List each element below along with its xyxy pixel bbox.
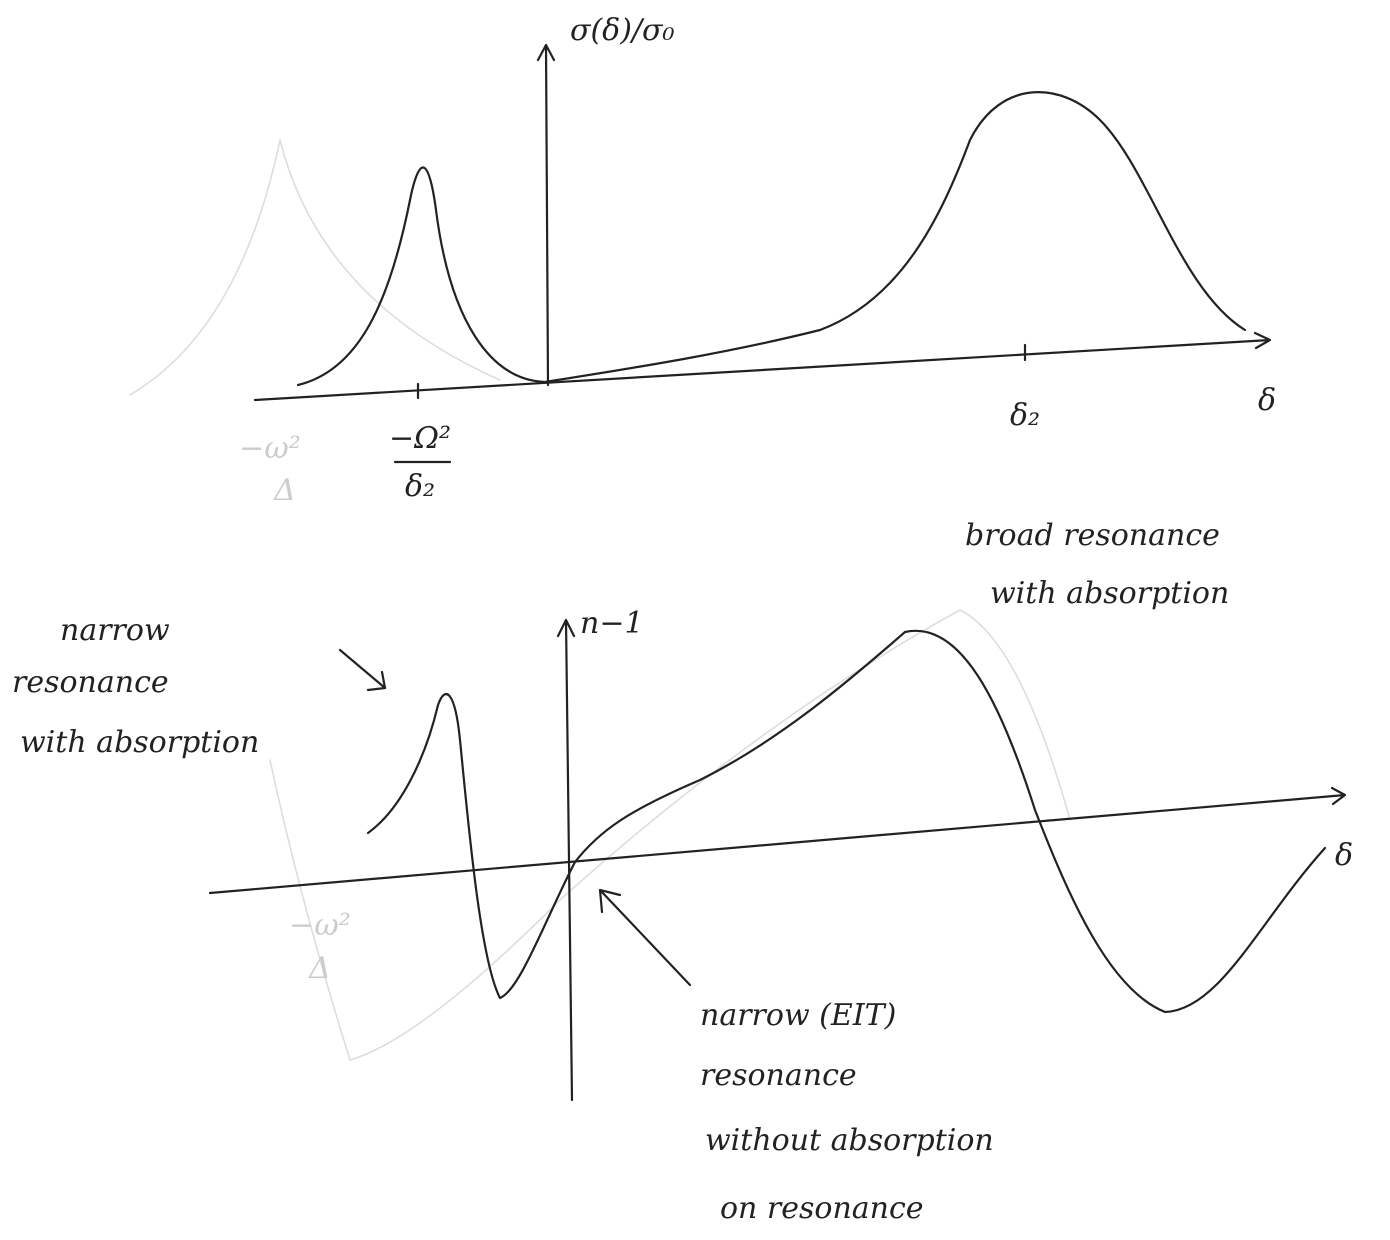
annotation-line: resonance — [12, 665, 169, 700]
annotation-line: with absorption — [990, 576, 1229, 611]
tick-numerator: −Ω² — [389, 421, 451, 456]
ghost-curve — [270, 610, 1070, 1060]
tick-label: δ₂ — [1010, 398, 1040, 433]
y-axis-label: σ(δ)/σ₀ — [570, 13, 675, 48]
faint-tick-denominator: Δ — [273, 473, 296, 508]
page: σ(δ)/σ₀ δ −Ω² δ₂ δ₂ −ω² Δ n−1 δ −ω² Δ br… — [0, 0, 1390, 1240]
y-axis-label: n−1 — [580, 606, 644, 641]
annotation-line: narrow (EIT) — [700, 998, 896, 1033]
arrow — [600, 890, 690, 985]
arrow — [340, 650, 385, 690]
sketch: σ(δ)/σ₀ δ −Ω² δ₂ δ₂ −ω² Δ n−1 δ −ω² Δ br… — [0, 0, 1390, 1240]
annotation-line: broad resonance — [965, 518, 1220, 553]
annotation-line: on resonance — [720, 1191, 924, 1226]
absorption-curve — [298, 92, 1245, 385]
faint-tick-denominator: Δ — [308, 951, 331, 986]
annotation-line: without absorption — [705, 1123, 994, 1158]
y-axis — [558, 620, 574, 1100]
dispersion-curve — [368, 631, 1325, 1012]
annotation-line: resonance — [700, 1058, 857, 1093]
faint-tick-numerator: −ω² — [289, 908, 351, 943]
annotation-line: narrow — [60, 613, 170, 648]
annotation-line: with absorption — [20, 725, 259, 760]
y-axis — [538, 45, 554, 385]
x-axis-label: δ — [1335, 838, 1353, 873]
ghost-curve — [130, 140, 500, 395]
x-axis — [210, 788, 1345, 893]
faint-tick-numerator: −ω² — [239, 431, 301, 466]
x-axis-label: δ — [1258, 383, 1276, 418]
tick-denominator: δ₂ — [405, 469, 435, 504]
